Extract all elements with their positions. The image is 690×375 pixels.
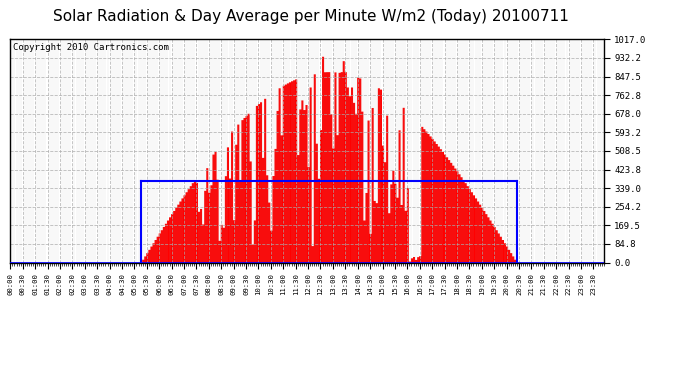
Text: Copyright 2010 Cartronics.com: Copyright 2010 Cartronics.com — [13, 43, 169, 52]
Text: Solar Radiation & Day Average per Minute W/m2 (Today) 20100711: Solar Radiation & Day Average per Minute… — [52, 9, 569, 24]
